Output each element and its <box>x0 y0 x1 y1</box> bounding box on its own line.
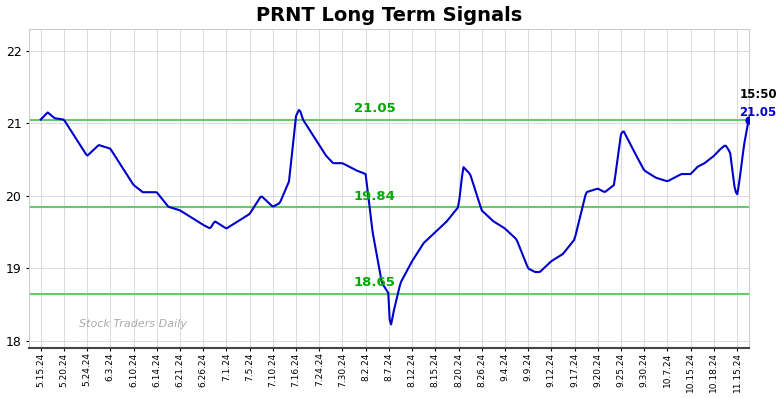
Text: 21.05: 21.05 <box>739 106 777 119</box>
Text: 19.84: 19.84 <box>354 190 396 203</box>
Text: Stock Traders Daily: Stock Traders Daily <box>79 319 187 329</box>
Title: PRNT Long Term Signals: PRNT Long Term Signals <box>256 6 522 25</box>
Text: 21.05: 21.05 <box>354 102 396 115</box>
Text: 18.65: 18.65 <box>354 277 396 289</box>
Text: 15:50: 15:50 <box>739 88 777 101</box>
